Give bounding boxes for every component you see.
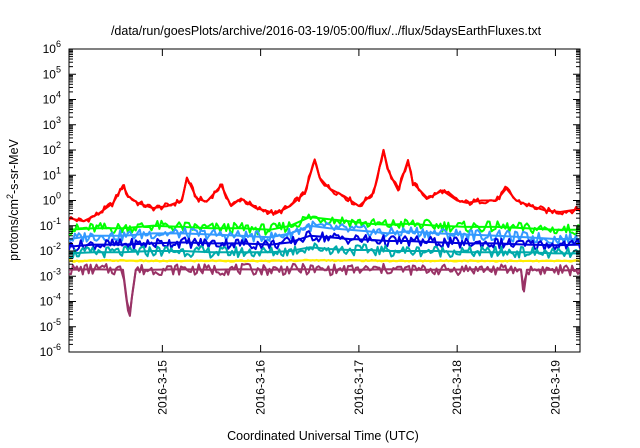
chart-title: /data/run/goesPlots/archive/2016-03-19/0… xyxy=(111,24,542,38)
series-group xyxy=(69,148,580,317)
y-tick-label: 10-2 xyxy=(40,241,61,258)
y-tick-label: 10-1 xyxy=(40,216,61,233)
x-tick-label: 2016-3-16 xyxy=(254,360,268,415)
series-anchor-6 xyxy=(69,268,580,314)
x-tick-label: 2016-3-19 xyxy=(548,360,562,415)
series-line-3 xyxy=(69,230,580,253)
y-tick-label: 101 xyxy=(43,165,61,182)
series-line-0 xyxy=(69,148,580,223)
y-tick-label: 10-3 xyxy=(40,266,61,283)
y-axis: 10-6 10-5 10-4 10-3 10-2 10-1 100 101 102 103 104 1… xyxy=(40,39,580,359)
x-tick-label: 2016-3-18 xyxy=(450,360,464,415)
y-tick-label: 100 xyxy=(43,191,61,208)
y-tick-label: 10-6 xyxy=(40,342,61,359)
y-axis-label: protons/cm2-s-sr-MeV xyxy=(5,138,21,260)
series-line-6 xyxy=(69,262,580,317)
plot-frame xyxy=(68,48,581,353)
y-tick-label: 102 xyxy=(43,140,61,157)
series-anchor-5 xyxy=(69,259,580,262)
x-tick-label: 2016-3-15 xyxy=(155,360,169,415)
y-tick-label: 10-5 xyxy=(40,317,61,334)
y-tick-label: 10-4 xyxy=(40,292,61,309)
y-tick-label: 106 xyxy=(43,39,61,56)
x-axis: 2016-3-15 2016-3-16 2016-3-17 2016-3-18 2016… xyxy=(155,49,562,415)
x-axis-label: Coordinated Universal Time (UTC) xyxy=(227,429,419,443)
y-tick-label: 104 xyxy=(43,90,61,107)
series-anchor-2 xyxy=(69,224,580,240)
series-anchor-0 xyxy=(69,149,580,223)
y-tick-label: 103 xyxy=(43,115,61,132)
series-anchor-4 xyxy=(69,246,580,255)
series-anchor-1 xyxy=(69,216,580,231)
x-tick-label: 2016-3-17 xyxy=(352,360,366,415)
series-anchor-3 xyxy=(69,234,580,248)
y-tick-label: 105 xyxy=(43,64,61,81)
